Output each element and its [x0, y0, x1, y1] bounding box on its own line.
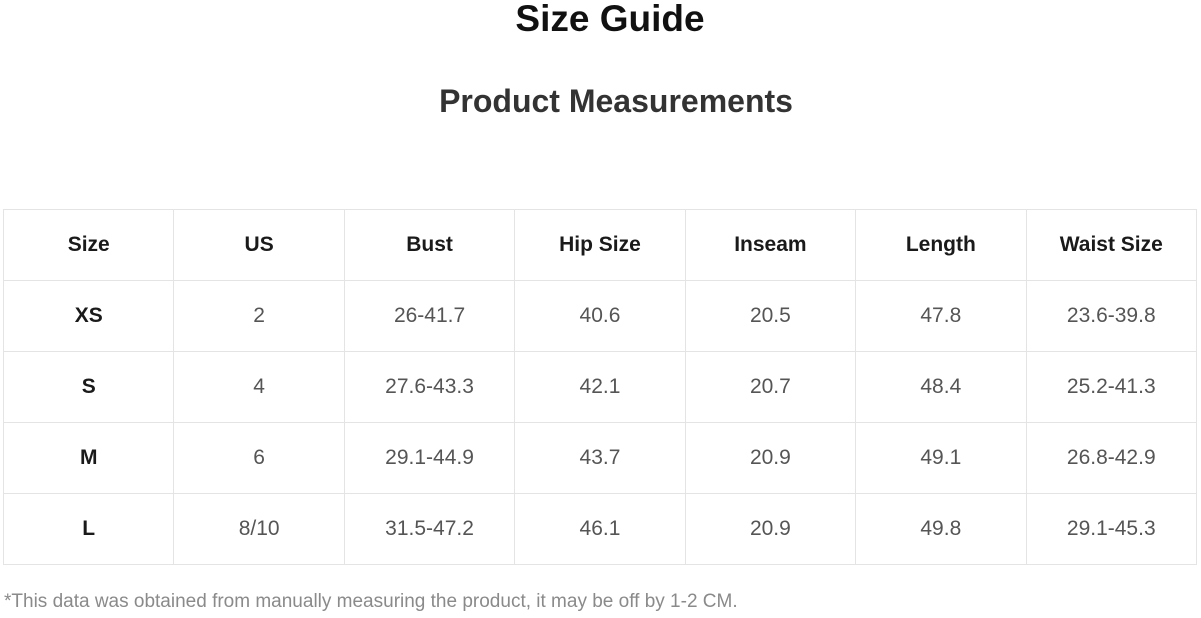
cell-us: 4 [173, 351, 345, 423]
header-bust: Bust [343, 209, 516, 281]
table-row: S 4 27.6-43.3 42.1 20.7 48.4 25.2-41.3 [2, 351, 1198, 423]
header-length: Length [855, 209, 1027, 281]
cell-bust: 27.6-43.3 [343, 351, 516, 423]
cell-us: 8/10 [173, 493, 345, 565]
table-row: M 6 29.1-44.9 43.7 20.9 49.1 26.8-42.9 [2, 422, 1198, 494]
table-row: XS 2 26-41.7 40.6 20.5 47.8 23.6-39.8 [2, 280, 1198, 352]
cell-us: 6 [173, 422, 345, 494]
size-table: Size US Bust Hip Size Inseam Length Wais… [2, 209, 1198, 565]
table-header-row: Size US Bust Hip Size Inseam Length Wais… [2, 209, 1198, 281]
section-subtitle: Product Measurements [439, 83, 793, 119]
cell-length: 48.4 [855, 351, 1027, 423]
cell-us: 2 [173, 280, 345, 352]
cell-waist-size: 26.8-42.9 [1025, 422, 1198, 494]
header-hip-size: Hip Size [514, 209, 686, 281]
cell-hip-size: 46.1 [514, 493, 686, 565]
header-inseam: Inseam [684, 209, 857, 281]
cell-bust: 31.5-47.2 [343, 493, 516, 565]
cell-length: 49.1 [855, 422, 1027, 494]
cell-size: XS [2, 280, 175, 352]
page-title: Size Guide [515, 0, 705, 39]
cell-bust: 29.1-44.9 [343, 422, 516, 494]
cell-waist-size: 25.2-41.3 [1025, 351, 1198, 423]
cell-inseam: 20.7 [684, 351, 857, 423]
cell-waist-size: 23.6-39.8 [1025, 280, 1198, 352]
cell-inseam: 20.5 [684, 280, 857, 352]
cell-size: L [2, 493, 175, 565]
cell-inseam: 20.9 [684, 422, 857, 494]
header-waist-size: Waist Size [1025, 209, 1198, 281]
cell-hip-size: 40.6 [514, 280, 686, 352]
cell-hip-size: 43.7 [514, 422, 686, 494]
footnote: *This data was obtained from manually me… [4, 591, 738, 612]
cell-hip-size: 42.1 [514, 351, 686, 423]
cell-inseam: 20.9 [684, 493, 857, 565]
table-row: L 8/10 31.5-47.2 46.1 20.9 49.8 29.1-45.3 [2, 493, 1198, 565]
cell-size: S [2, 351, 175, 423]
header-us: US [173, 209, 345, 281]
cell-bust: 26-41.7 [343, 280, 516, 352]
cell-size: M [2, 422, 175, 494]
cell-length: 47.8 [855, 280, 1027, 352]
header-size: Size [2, 209, 175, 281]
cell-length: 49.8 [855, 493, 1027, 565]
cell-waist-size: 29.1-45.3 [1025, 493, 1198, 565]
